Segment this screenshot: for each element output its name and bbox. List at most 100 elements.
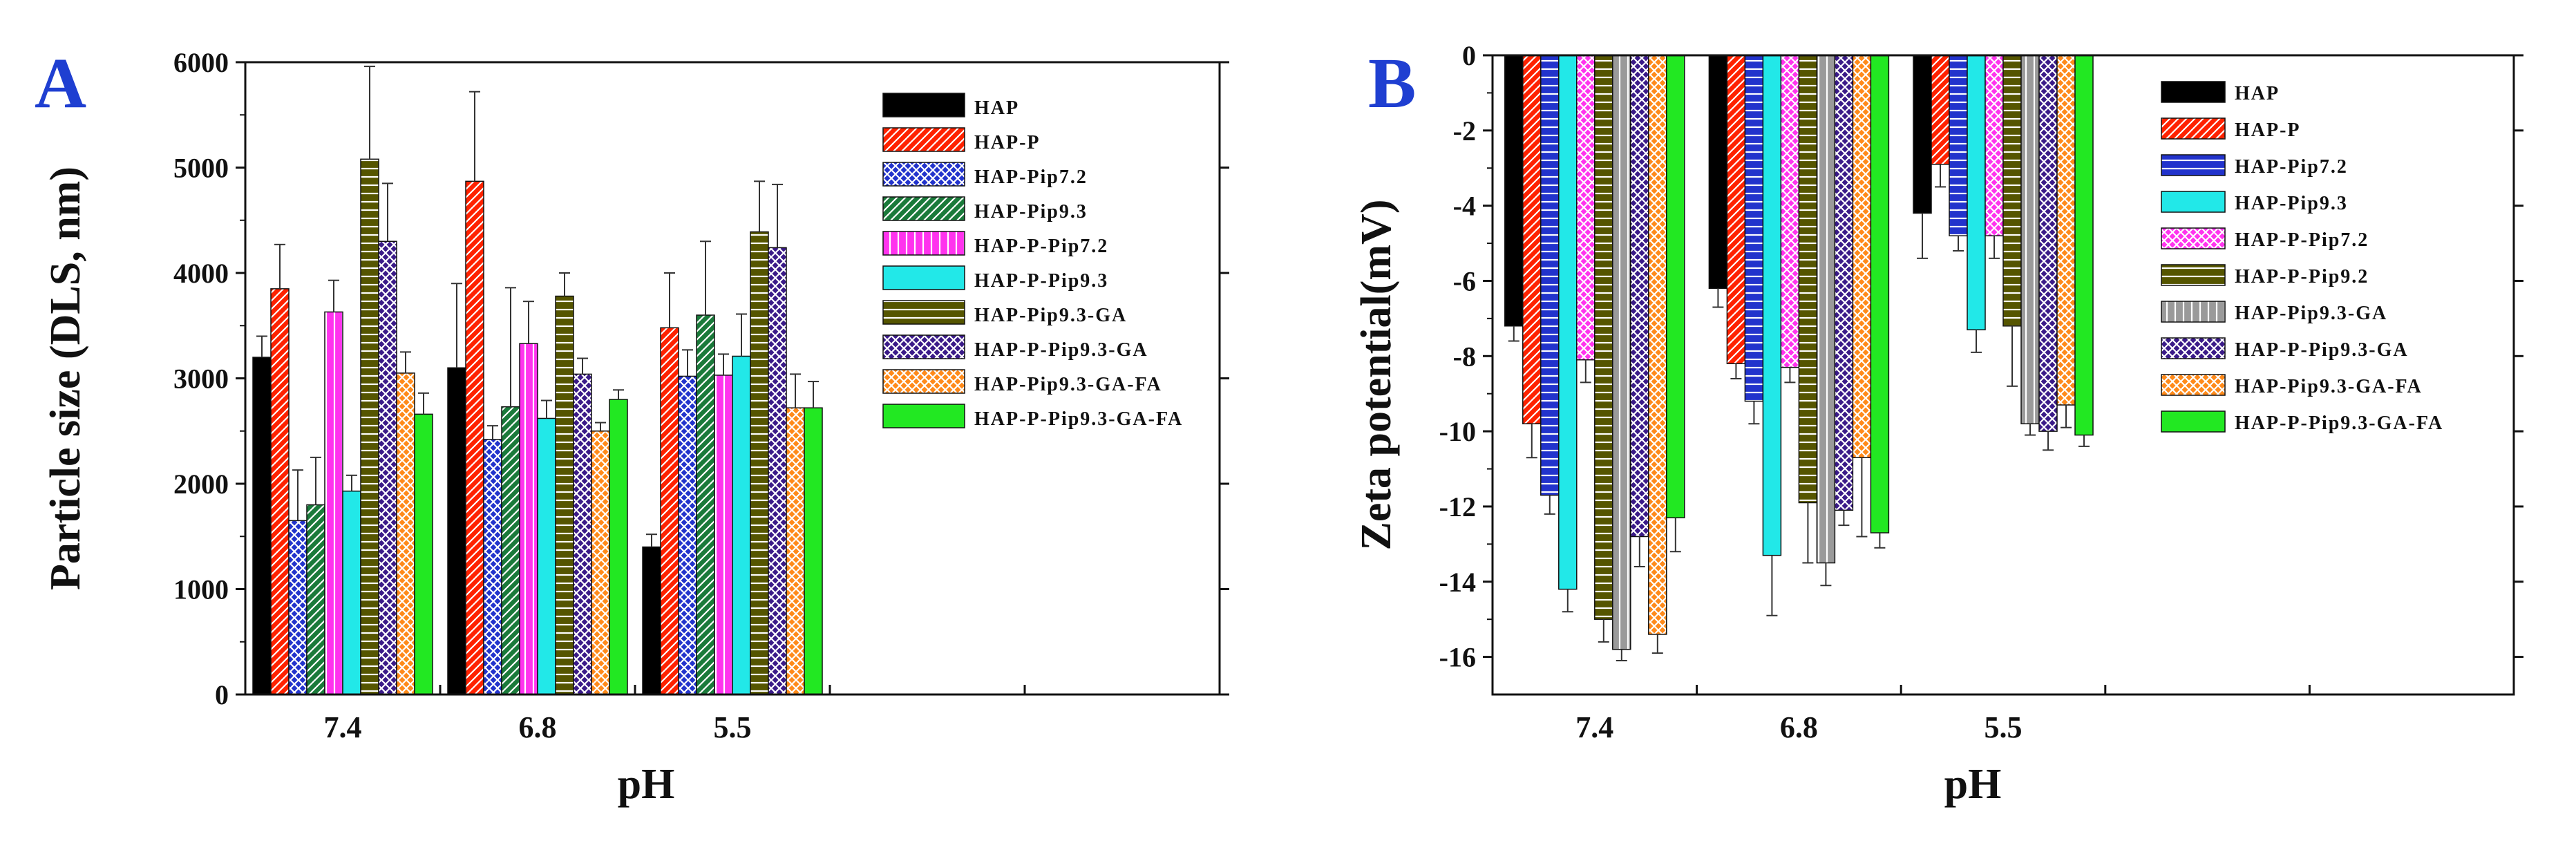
- legend-swatch: [2161, 191, 2226, 213]
- y-tick-label: -16: [1439, 642, 1476, 673]
- plot-frame: [244, 61, 1221, 696]
- bar-HAP-P: [660, 327, 679, 695]
- bar-HAP-P-Pip9.3-GA: [1630, 55, 1649, 538]
- y-tick-label: 1000: [173, 574, 229, 605]
- legend-swatch: [2161, 301, 2226, 323]
- bar-HAP-P-Pip7.2: [1985, 55, 2004, 236]
- y-tick-label: 2000: [173, 469, 229, 500]
- bar-HAP-Pip9.3-GA: [2020, 55, 2040, 424]
- legend-label: HAP: [2235, 83, 2280, 104]
- y-axis-label: Particle size (DLS, nm): [42, 167, 89, 590]
- bar-HAP-Pip9.3: [696, 314, 715, 695]
- legend-label: HAP: [974, 97, 1019, 119]
- legend-swatch: [882, 369, 965, 394]
- y-tick-label: -8: [1453, 341, 1476, 372]
- legend-label: HAP-P-Pip9.2: [2235, 266, 2369, 287]
- bar-HAP-P-Pip9.3-GA: [2038, 55, 2058, 432]
- bar-HAP-Pip9.3-GA: [750, 231, 769, 695]
- bar-HAP-Pip9.3-GA: [360, 158, 379, 695]
- bar-HAP-P-Pip9.3-GA-FA: [1870, 55, 1890, 533]
- bar-HAP-Pip7.2: [1744, 55, 1764, 402]
- legend-label: HAP-Pip9.3: [974, 201, 1088, 223]
- legend-swatch: [2161, 227, 2226, 249]
- x-tick-label: 5.5: [1985, 710, 2023, 744]
- bar-HAP-P-Pip9.3: [342, 490, 361, 695]
- bar-HAP-Pip9.3-GA: [1816, 55, 1836, 564]
- bar-HAP-Pip9.3-GA-FA: [1648, 55, 1667, 635]
- bar-HAP-P-Pip9.3-GA-FA: [2074, 55, 2094, 436]
- legend-label: HAP-Pip7.2: [974, 167, 1088, 188]
- legend-label: HAP-P-Pip9.3-GA-FA: [974, 408, 1183, 430]
- legend-swatch: [2161, 374, 2226, 396]
- bar-HAP: [447, 367, 466, 695]
- legend-swatch: [882, 334, 965, 359]
- bar-HAP-Pip9.3-GA: [555, 295, 574, 695]
- y-tick-label: -6: [1453, 265, 1476, 296]
- panel-label: B: [1368, 44, 1416, 123]
- legend-label: HAP-P: [974, 132, 1041, 153]
- legend-swatch: [882, 300, 965, 325]
- bar-HAP-P-Pip9.3-GA: [573, 373, 592, 695]
- bar-HAP-P-Pip7.2: [1780, 55, 1800, 368]
- bar-HAP-Pip9.3-GA-FA: [2056, 55, 2076, 406]
- bar-HAP-P-Pip9.3-GA: [378, 240, 397, 695]
- legend-swatch: [2161, 410, 2226, 433]
- y-tick-label: 4000: [173, 258, 229, 289]
- legend-swatch: [882, 162, 965, 187]
- bar-HAP: [1504, 55, 1524, 327]
- y-tick-label: 3000: [173, 363, 229, 395]
- y-tick-label: -10: [1439, 416, 1476, 447]
- legend-swatch: [882, 231, 965, 256]
- bar-HAP-P: [1931, 55, 1950, 165]
- bar-HAP: [1708, 55, 1728, 290]
- bar-HAP-Pip9.3: [1967, 55, 1986, 330]
- bar-HAP-P-Pip9.3-GA: [1834, 55, 1854, 511]
- legend-label: HAP-P-Pip7.2: [974, 236, 1108, 257]
- legend-swatch: [2161, 81, 2226, 103]
- bar-HAP-P: [465, 180, 484, 695]
- bar-HAP-P: [270, 288, 290, 695]
- bar-HAP-Pip9.3: [1762, 55, 1782, 556]
- legend-swatch: [2161, 154, 2226, 176]
- legend-swatch: [882, 93, 965, 117]
- legend-swatch: [2161, 117, 2226, 140]
- x-tick-label: 6.8: [1780, 710, 1818, 744]
- legend-swatch: [882, 196, 965, 221]
- bar-HAP: [642, 546, 661, 695]
- plot-frame: [1491, 54, 2515, 696]
- legend-label: HAP-P-Pip9.3: [974, 270, 1108, 292]
- legend-label: HAP-Pip9.3-GA-FA: [974, 374, 1162, 395]
- bar-HAP-P-Pip9.3: [732, 355, 751, 695]
- panel-a-particle-size-chart: A 0 1000 2000 3000 4000 5000 6000 7.4 6.8 5.5 pH Par…: [35, 44, 1229, 808]
- bar-HAP-Pip7.2: [483, 439, 502, 695]
- bar-HAP-P-Pip7.2: [324, 311, 343, 695]
- legend-label: HAP-Pip9.3-GA-FA: [2235, 376, 2423, 397]
- legend-label: HAP-P-Pip7.2: [2235, 229, 2369, 251]
- bar-HAP-Pip7.2: [1540, 55, 1560, 496]
- bar-HAP-P-Pip9.2: [2002, 55, 2022, 327]
- bar-HAP-P-Pip9.3-GA-FA: [609, 399, 628, 695]
- y-tick-label: 5000: [173, 153, 229, 184]
- bar-HAP-P-Pip9.3-GA-FA: [1666, 55, 1685, 519]
- bar-HAP-Pip9.3: [501, 406, 520, 695]
- bar-HAP-Pip7.2: [1949, 55, 1968, 236]
- bar-HAP-P-Pip9.3-GA-FA: [804, 407, 823, 695]
- y-tick-label: 6000: [173, 47, 229, 78]
- bar-HAP-P-Pip9.3: [537, 417, 556, 695]
- y-tick-label: -14: [1439, 567, 1476, 598]
- y-tick-label: 0: [215, 679, 229, 710]
- legend-swatch: [2161, 264, 2226, 286]
- legend-swatch: [882, 127, 965, 152]
- bar-HAP: [1913, 55, 1932, 214]
- y-tick-label: -4: [1453, 191, 1476, 222]
- bar-HAP-Pip9.3: [306, 504, 325, 695]
- y-tick-label: -2: [1453, 115, 1476, 147]
- legend-label: HAP-Pip7.2: [2235, 156, 2348, 178]
- bar-HAP-P-Pip9.2: [1594, 55, 1613, 620]
- x-tick-label: 6.8: [519, 710, 557, 744]
- legend-label: HAP-Pip9.3-GA: [2235, 303, 2387, 324]
- bar-HAP-P-Pip7.2: [714, 375, 733, 695]
- x-axis-label: pH: [1944, 761, 2002, 808]
- legend-label: HAP-P: [2235, 120, 2301, 141]
